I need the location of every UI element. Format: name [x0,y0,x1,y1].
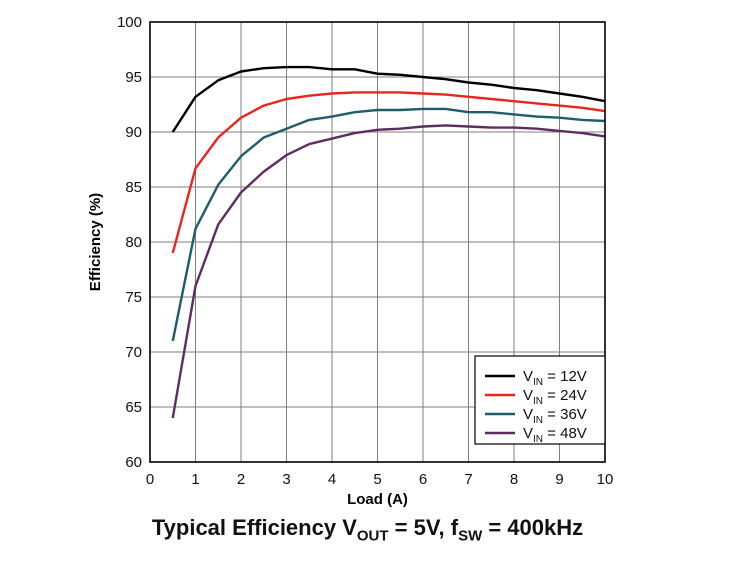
caption-sub-1: OUT [356,527,389,545]
series-line-1 [171,65,606,133]
series-line-3 [171,107,606,342]
series-line-4 [171,124,606,419]
y-tick-label: 95 [125,69,142,86]
x-tick-label: 4 [328,471,336,488]
tick-labels: 0 1 2 3 4 5 6 7 8 9 10 60 65 70 75 80 85 90 95 100 [117,14,613,488]
y-tick-label: 70 [125,344,142,361]
legend-label: VIN = 12V [523,368,587,388]
caption-text-2: = 5V, f [388,515,459,540]
y-axis-label: Efficiency (%) [87,193,104,291]
caption-text-1: Typical Efficiency V [151,515,357,540]
efficiency-chart: 0 1 2 3 4 5 6 7 8 9 10 60 65 70 75 80 85 90 95 100 Load (A)… [87,14,613,508]
x-tick-label: 6 [419,471,427,488]
legend-box [474,355,606,445]
y-tick-label: 75 [125,289,142,306]
x-tick-label: 5 [373,471,381,488]
y-tick-label: 80 [125,234,142,251]
legend-label: VIN = 36V [523,406,587,426]
plot-frame [149,21,606,463]
y-tick-label: 90 [125,124,142,141]
y-tick-label: 60 [125,454,142,471]
y-tick-label: 100 [117,14,142,31]
series-line-2 [171,91,606,254]
caption-text-3: = 400kHz [482,515,584,540]
x-tick-label: 0 [146,471,154,488]
caption-sub-2: SW [458,527,483,545]
x-tick-label: 1 [191,471,199,488]
x-tick-label: 10 [597,471,614,488]
x-tick-label: 2 [237,471,245,488]
chart-caption: Typical Efficiency VOUT = 5V, fSW = 400k… [0,515,735,544]
x-tick-label: 3 [282,471,290,488]
y-tick-label: 65 [125,399,142,416]
series-lines [171,65,606,419]
legend-label: VIN = 24V [523,387,587,407]
legend-label: VIN = 48V [523,425,587,445]
y-tick-label: 85 [125,179,142,196]
x-axis-label: Load (A) [347,491,408,508]
x-tick-label: 8 [510,471,518,488]
x-tick-label: 7 [464,471,472,488]
x-tick-label: 9 [555,471,563,488]
